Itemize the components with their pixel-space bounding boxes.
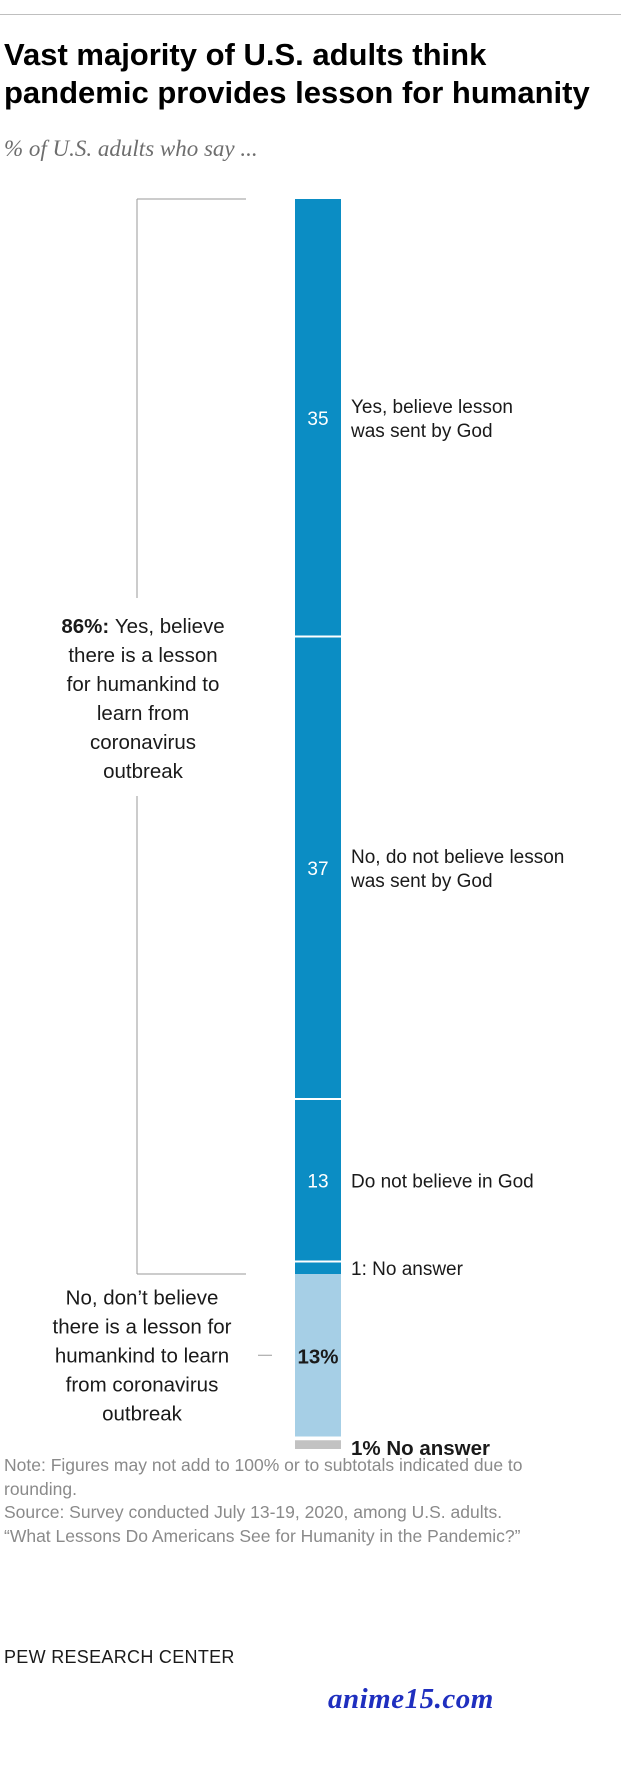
segment-label-4: 1: No answer [351,1259,464,1280]
yes-group-label: 86%: Yes, believe there is a lesson for hu… [61,615,224,783]
segment-divider-1 [295,635,341,638]
bar-value-label-1: 35 [307,409,328,430]
bar-value-label-3: 13 [307,1171,328,1192]
chart-title: Vast majority of U.S. adults think pande… [4,37,590,110]
note-text: Note: Figures may not add to 100% or to … [4,1455,523,1499]
watermark-logo: anime15.com [328,1683,494,1715]
segment-label-1: Yes, believe lesson was sent by God [350,397,513,442]
bar-segment-1 [295,199,341,637]
source-text: Source: Survey conducted July 13-19, 202… [4,1502,503,1522]
bar-segment-4 [295,1261,341,1274]
bar-segment-5 [295,1274,341,1437]
chart-notes: Note: Figures may not add to 100% or to … [4,1454,564,1548]
segment-label-3: Do not believe in God [351,1171,534,1192]
bar-value-labels: 35 37 13 [307,409,328,1193]
segment-divider-3 [295,1260,341,1263]
bar-segment-3 [295,1099,341,1262]
no-group-value: 13% [297,1345,338,1368]
yes-group-bracket [136,198,246,1275]
segment-label-2: No, do not believe lesson was sent by God [350,847,564,892]
no-group-label: No, don’t believe there is a lesson for hu… [53,1286,232,1425]
bar-segment-2 [295,636,341,1099]
segment-labels: Yes, believe lesson was sent by God No, do… [350,397,564,1280]
source-organization: PEW RESEARCH CENTER [4,1647,235,1667]
segment-divider-2 [295,1098,341,1100]
group-labels: 86%: Yes, believe there is a lesson for hu… [53,615,490,1460]
bar-segment-6 [295,1440,341,1449]
report-title-text: “What Lessons Do Americans See for Human… [4,1525,521,1546]
bar-segments [295,199,341,1449]
chart-subtitle: % of U.S. adults who say ... [4,136,258,161]
top-rule [0,14,621,15]
no-answer-label: 1% No answer [351,1437,490,1460]
bar-value-label-2: 37 [307,859,328,880]
